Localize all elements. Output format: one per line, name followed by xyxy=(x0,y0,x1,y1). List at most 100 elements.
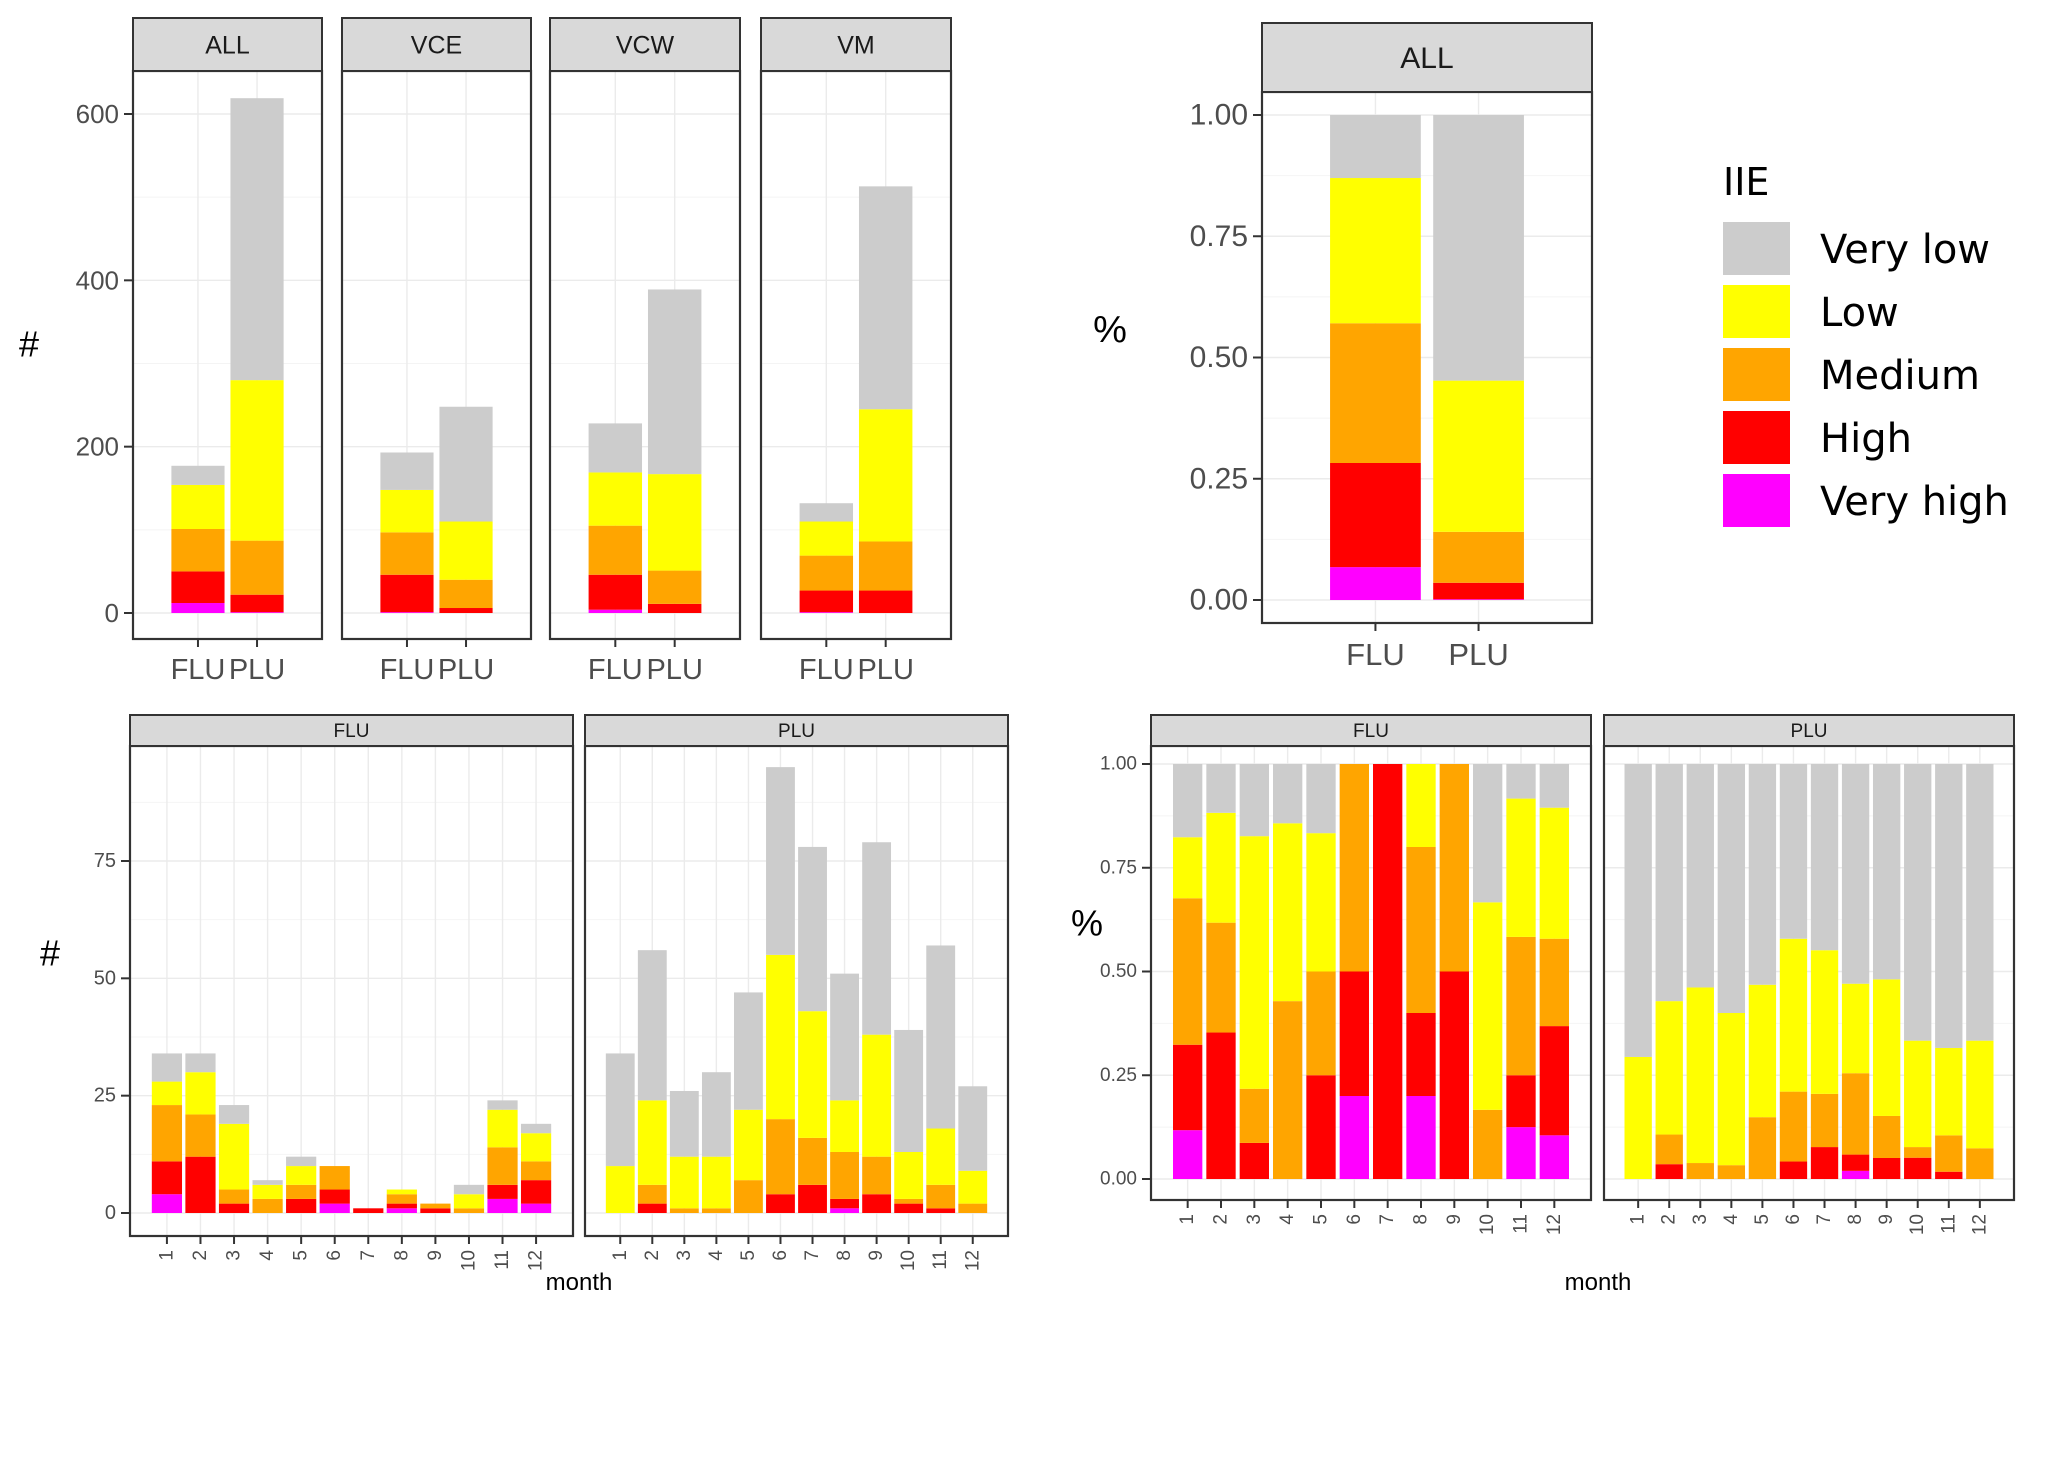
bar-segment-medium xyxy=(1206,922,1236,1033)
bar-segment-very-low xyxy=(830,973,859,1101)
y-tick-label: 0.75 xyxy=(1190,220,1248,253)
x-tick-label: 1 xyxy=(1177,1214,1198,1225)
y-tick-label: 0.75 xyxy=(1100,857,1137,878)
facet-strip-label: FLU xyxy=(1353,721,1389,742)
x-tick-label: 10 xyxy=(1907,1214,1928,1235)
bar-segment-high xyxy=(1339,971,1369,1096)
bar-segment-very-low xyxy=(1206,764,1236,813)
bar-segment-very-low xyxy=(701,1072,731,1157)
legend-item: Medium xyxy=(1723,348,1980,401)
bar-segment-medium xyxy=(1173,898,1203,1045)
bar-segment-high xyxy=(1330,462,1421,568)
bar-segment-medium xyxy=(588,525,643,575)
bar-segment-medium xyxy=(1904,1147,1932,1158)
bar-segment-very-low xyxy=(380,452,434,490)
bar-segment-medium xyxy=(1439,764,1469,972)
bar-segment-low xyxy=(1473,902,1503,1110)
bar-segment-very-low xyxy=(799,503,854,522)
bar-segment-high xyxy=(353,1208,384,1213)
bar-segment-very-high xyxy=(1339,1096,1369,1179)
x-tick-label: 12 xyxy=(526,1250,547,1271)
bar-segment-low xyxy=(669,1156,699,1209)
x-tick-label: 1 xyxy=(610,1250,631,1261)
y-tick-label: 600 xyxy=(76,99,119,129)
bar-segment-low xyxy=(1810,950,1839,1094)
bar-segment-high xyxy=(386,1203,417,1209)
x-tick-label: 8 xyxy=(1845,1214,1866,1225)
facet-panel: VCW FLU PLU xyxy=(548,17,742,686)
bar-segment-low xyxy=(453,1194,485,1209)
bar-segment-low xyxy=(1273,823,1303,1002)
bar-segment-high xyxy=(230,594,284,613)
bar-segment-low xyxy=(1779,938,1808,1092)
x-tick-label: 1 xyxy=(156,1250,177,1261)
bar-segment-very-low xyxy=(286,1156,317,1167)
bar-segment-very-high xyxy=(588,609,643,613)
bar-segment-high xyxy=(1206,1032,1236,1179)
bar-segment-low xyxy=(588,472,643,526)
bar-segment-medium xyxy=(453,1208,485,1213)
bar-segment-very-low xyxy=(1624,764,1652,1057)
proportion-all-chart: ALL 0.00 0.25 0.50 0.75 1.00 FLU PLU% xyxy=(1093,22,1594,672)
facet-strip xyxy=(1261,22,1593,93)
bar-segment-very-low xyxy=(1473,764,1503,903)
y-tick-label: 0.25 xyxy=(1100,1065,1137,1086)
bar-segment-low xyxy=(171,484,225,530)
bar-segment-very-low xyxy=(1306,764,1336,834)
bar-segment-low xyxy=(1239,836,1269,1089)
legend-swatch-very-low xyxy=(1723,222,1790,275)
x-tick-label: 5 xyxy=(1311,1214,1332,1225)
bar-segment-high xyxy=(218,1203,250,1213)
bar-segment-high xyxy=(1655,1164,1683,1179)
bar-segment-very-low xyxy=(669,1090,699,1157)
bar-segment-high xyxy=(1539,1026,1569,1136)
bar-segment-low xyxy=(862,1034,892,1157)
bar-segment-low xyxy=(185,1072,216,1115)
x-tick-label: 6 xyxy=(324,1250,345,1261)
bar-segment-low xyxy=(151,1081,183,1106)
facet-panel: ALL 0.00 0.25 0.50 0.75 1.00 FLU PLU xyxy=(1190,22,1594,672)
bar-segment-medium xyxy=(766,1119,795,1195)
bar-segment-low xyxy=(605,1166,635,1213)
bar-segment-medium xyxy=(1717,1165,1746,1179)
y-axis-title: # xyxy=(40,933,60,974)
bar-segment-high xyxy=(1373,764,1403,1179)
x-tick-label: 11 xyxy=(930,1250,951,1270)
bar-segment-high xyxy=(1810,1147,1839,1179)
bar-segment-low xyxy=(798,1011,827,1138)
bar-segment-very-high xyxy=(151,1194,183,1213)
bar-segment-medium xyxy=(734,1180,763,1213)
bar-segment-medium xyxy=(1306,971,1336,1076)
bar-segment-high xyxy=(894,1203,924,1213)
bar-segment-medium xyxy=(1506,936,1536,1076)
y-tick-label: 200 xyxy=(76,432,119,462)
bar-segment-medium xyxy=(1339,764,1369,972)
bar-segment-very-low xyxy=(1966,764,1994,1041)
bar-segment-high xyxy=(286,1198,317,1213)
bar-segment-very-low xyxy=(1539,764,1569,808)
bar-segment-very-high xyxy=(1406,1096,1436,1179)
bar-segment-very-high xyxy=(1841,1170,1870,1179)
bar-segment-very-low xyxy=(734,992,763,1110)
bar-segment-high xyxy=(647,603,702,613)
x-tick-label: 6 xyxy=(1783,1214,1804,1225)
legend-label: Very high xyxy=(1820,479,2009,525)
facet-panel: VCE FLU PLU xyxy=(340,17,533,686)
facet-strip xyxy=(129,714,574,747)
legend-label: High xyxy=(1820,416,1912,462)
bar-segment-very-low xyxy=(605,1053,635,1167)
x-tick-label: 4 xyxy=(257,1250,278,1261)
bar-segment-very-high xyxy=(487,1198,518,1213)
x-tick-label: 11 xyxy=(1511,1214,1532,1234)
panel-border xyxy=(759,69,953,641)
y-tick-label: 1.00 xyxy=(1100,754,1137,775)
bar-segment-high xyxy=(1173,1044,1203,1131)
bar-segment-medium xyxy=(894,1198,924,1204)
bar-segment-low xyxy=(647,474,702,571)
bar-segment-low xyxy=(1506,798,1536,937)
x-tick-label: 6 xyxy=(1344,1214,1365,1225)
bar-segment-very-low xyxy=(218,1105,250,1124)
bar-segment-very-low xyxy=(588,423,643,473)
